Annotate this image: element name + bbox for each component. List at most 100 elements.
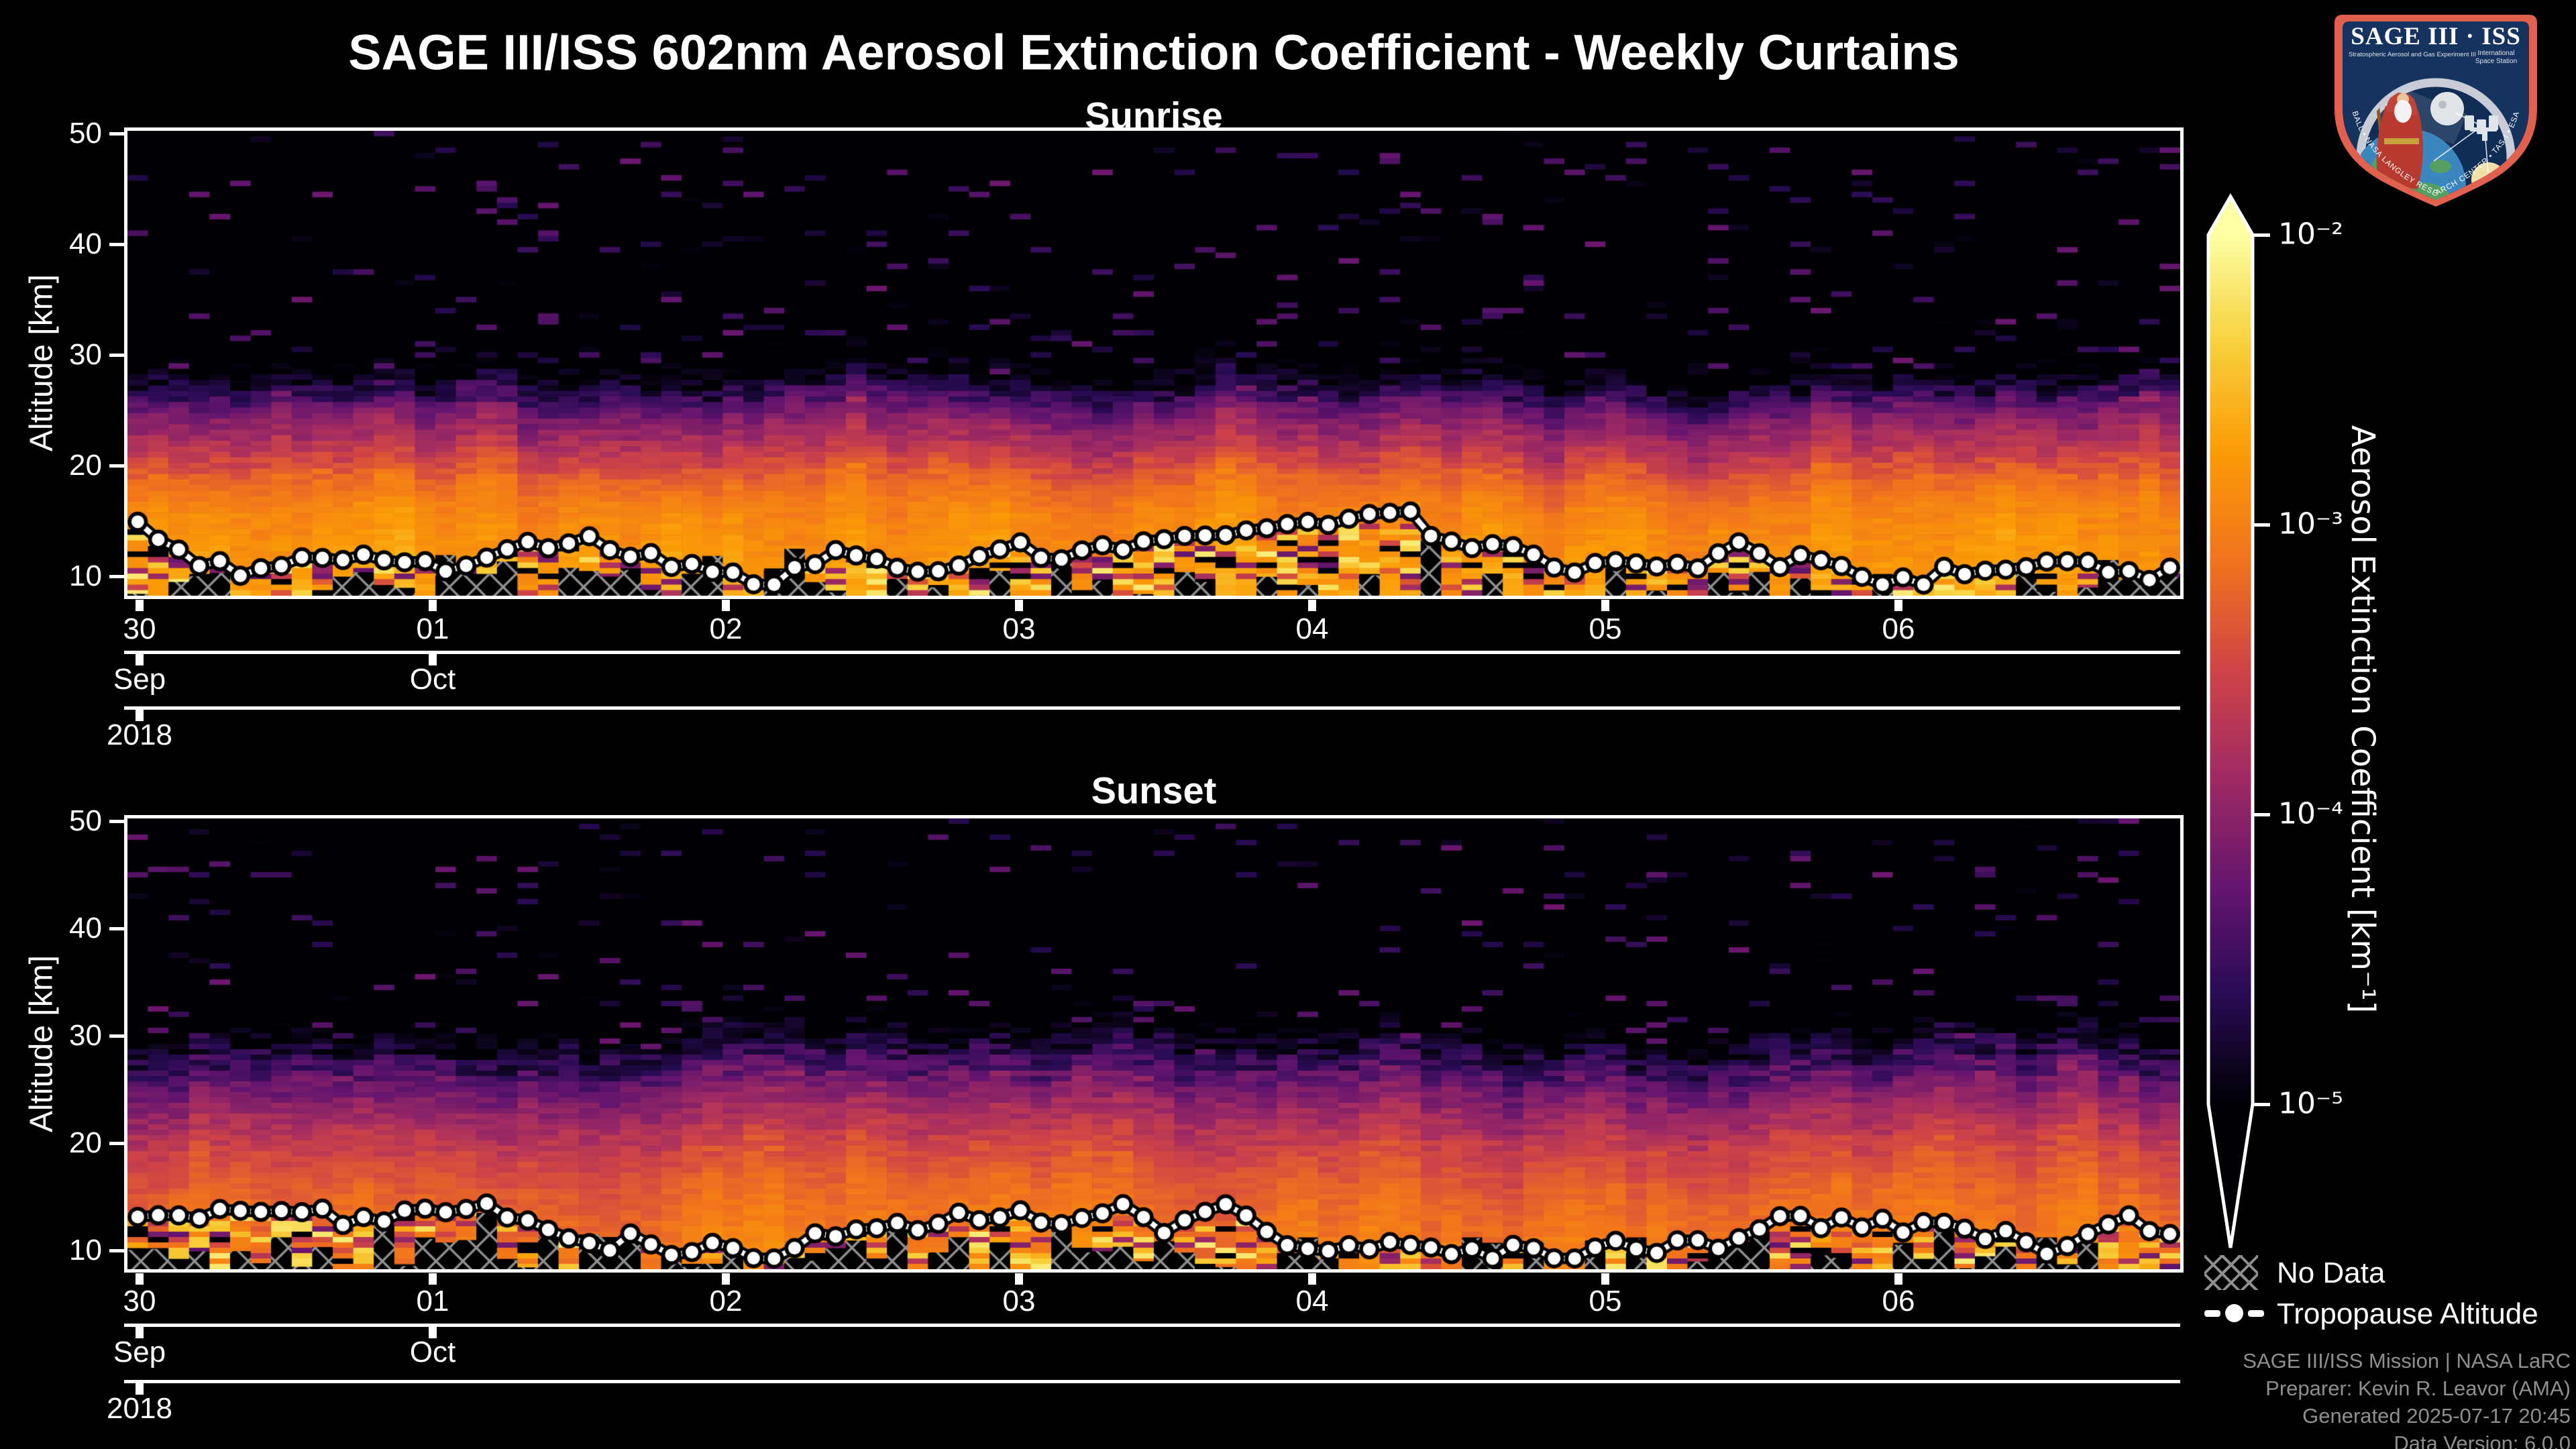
y-tick-mark	[109, 575, 124, 579]
patch-moon-crater	[2438, 101, 2447, 109]
y-tick-label: 40	[69, 227, 102, 260]
year-axis-line	[124, 1380, 2180, 1383]
panel-subtitle-sunset: Sunset	[1091, 769, 1217, 812]
x-day-tick-mark	[429, 600, 437, 611]
x-day-tick-label: 01	[416, 612, 449, 645]
y-tick-mark	[109, 464, 124, 468]
year-tick-mark	[136, 710, 144, 721]
x-day-tick-label: 02	[709, 612, 743, 645]
month-tick-label: Oct	[409, 663, 456, 696]
month-tick-label: Oct	[409, 1336, 456, 1368]
y-tick-label: 50	[69, 116, 102, 150]
colorbar-tick-label: 10⁻⁴	[2278, 796, 2343, 831]
tropopause-dash-left	[2204, 1309, 2220, 1317]
y-tick-mark	[109, 1249, 124, 1253]
x-day-tick-mark	[1601, 1273, 1609, 1285]
no-data-swatch	[2204, 1255, 2258, 1290]
x-day-tick-mark	[722, 1273, 730, 1285]
colorbar-bar	[2206, 193, 2255, 1248]
sunset-heatmap-canvas	[127, 818, 2180, 1269]
x-day-tick-mark	[1015, 1273, 1023, 1285]
y-tick-mark	[109, 1142, 124, 1146]
x-day-tick-mark	[429, 1273, 437, 1285]
patch-moon	[2430, 92, 2464, 125]
x-day-tick-label: 06	[1882, 612, 1915, 645]
x-day-tick-mark	[1601, 600, 1609, 611]
month-axis-line	[124, 1324, 2180, 1327]
tropopause-swatch	[2204, 1304, 2264, 1322]
x-day-tick-mark	[136, 600, 144, 611]
month-axis-line	[124, 651, 2180, 654]
attribution-block: SAGE III/ISS Mission | NASA LaRC Prepare…	[2243, 1347, 2571, 1449]
y-tick-mark	[109, 820, 124, 824]
y-tick-mark	[109, 354, 124, 358]
x-day-tick-label: 30	[123, 612, 156, 645]
colorbar-tick-mark	[2253, 1102, 2270, 1106]
colorbar-tick-label: 10⁻²	[2278, 217, 2343, 252]
year-axis-line	[124, 706, 2180, 710]
month-tick-mark	[429, 1327, 437, 1338]
month-tick-label: Sep	[113, 1336, 166, 1368]
attribution-preparer: Preparer: Kevin R. Leavor (AMA)	[2265, 1377, 2571, 1400]
figure-title: SAGE III/ISS 602nm Aerosol Extinction Co…	[348, 24, 1960, 80]
year-tick-label: 2018	[107, 1392, 172, 1425]
x-day-tick-label: 06	[1882, 1285, 1915, 1318]
patch-subtitle-right-2: Space Station	[2475, 58, 2517, 65]
colorbar-tick-label: 10⁻³	[2278, 506, 2343, 541]
patch-land-3	[2430, 160, 2451, 173]
x-day-tick-mark	[722, 600, 730, 611]
no-data-label: No Data	[2277, 1256, 2385, 1289]
year-tick-label: 2018	[107, 718, 172, 751]
y-tick-label: 10	[69, 1233, 102, 1267]
y-tick-label: 20	[69, 448, 102, 482]
tropopause-label: Tropopause Altitude	[2277, 1297, 2538, 1330]
x-day-tick-label: 05	[1589, 612, 1622, 645]
x-day-tick-label: 05	[1589, 1285, 1622, 1318]
x-day-tick-mark	[1308, 600, 1316, 611]
colorbar-label: Aerosol Extinction Coefficient [km⁻¹]	[2344, 425, 2381, 1014]
attribution-mission: SAGE III/ISS Mission | NASA LaRC	[2243, 1349, 2571, 1373]
month-tick-label: Sep	[113, 663, 166, 696]
attribution-generated: Generated 2025-07-17 20:45	[2302, 1404, 2571, 1428]
y-tick-label: 30	[69, 1018, 102, 1052]
year-tick-mark	[136, 1383, 144, 1395]
x-day-tick-label: 04	[1295, 612, 1329, 645]
x-day-tick-mark	[1308, 1273, 1316, 1285]
month-tick-mark	[136, 654, 144, 665]
y-tick-label: 50	[69, 804, 102, 837]
x-day-tick-mark	[1894, 1273, 1902, 1285]
y-tick-label: 40	[69, 911, 102, 945]
x-day-tick-mark	[1894, 600, 1902, 611]
sunrise-heatmap-canvas	[127, 131, 2180, 596]
mission-patch-logo: SAGE III · ISS Stratospheric Aerosol and…	[2334, 15, 2537, 207]
patch-title: SAGE III · ISS	[2351, 23, 2521, 50]
x-day-tick-label: 03	[1002, 612, 1036, 645]
month-tick-mark	[429, 654, 437, 665]
y-tick-label: 30	[69, 337, 102, 371]
y-tick-label: 10	[69, 559, 102, 592]
patch-subtitle-right-1: International	[2477, 50, 2514, 57]
colorbar-tick-mark	[2253, 233, 2270, 237]
y-tick-label: 20	[69, 1126, 102, 1159]
tropopause-dot	[2225, 1304, 2243, 1322]
tropopause-dash-right	[2248, 1309, 2264, 1317]
colorbar-tick-mark	[2253, 523, 2270, 527]
x-day-tick-label: 02	[709, 1285, 743, 1318]
y-tick-mark	[109, 927, 124, 931]
patch-iss	[2465, 115, 2498, 141]
x-day-tick-mark	[1015, 600, 1023, 611]
y-tick-mark	[109, 132, 124, 136]
month-tick-mark	[136, 1327, 144, 1338]
y-tick-mark	[109, 243, 124, 247]
colorbar-tick-label: 10⁻⁵	[2278, 1086, 2343, 1121]
y-tick-mark	[109, 1034, 124, 1038]
x-day-tick-mark	[136, 1273, 144, 1285]
patch-subtitle-left: Stratospheric Aerosol and Gas Experiment…	[2349, 51, 2476, 58]
colorbar-tick-mark	[2253, 812, 2270, 816]
x-day-tick-label: 01	[416, 1285, 449, 1318]
x-day-tick-label: 04	[1295, 1285, 1329, 1318]
x-day-tick-label: 03	[1002, 1285, 1036, 1318]
x-day-tick-label: 30	[123, 1285, 156, 1318]
attribution-version: Data Version: 6.0.0	[2394, 1432, 2571, 1449]
